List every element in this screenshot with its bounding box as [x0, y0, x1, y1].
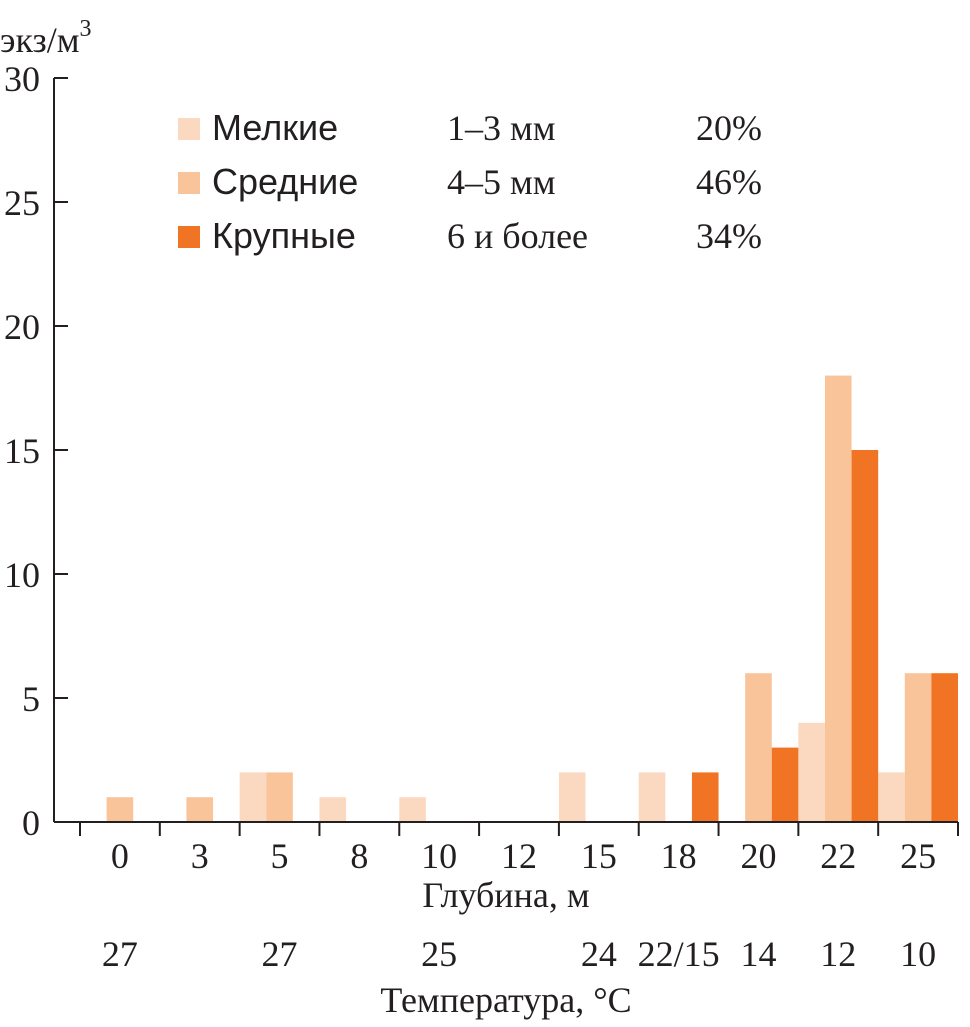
temperature-label: 10: [900, 934, 936, 974]
x-tick-label: 18: [661, 836, 697, 876]
x-axis-ticks: 0 3 5 8 10 12 15 18 20 22 25: [79, 822, 959, 876]
temperature-label: 27: [262, 934, 298, 974]
temperature-label: 22/15: [638, 934, 720, 974]
legend-swatch: [178, 226, 200, 248]
legend-share: 46%: [696, 162, 762, 202]
bar: [319, 797, 347, 822]
y-axis-label-superscript: 3: [79, 16, 91, 42]
legend-swatch: [178, 118, 200, 140]
temperature-row: 27 27 25 24 22/15 14 12 10: [102, 934, 936, 974]
bar: [904, 673, 932, 822]
y-tick-label: 20: [4, 307, 40, 347]
bar: [691, 772, 719, 822]
bar: [771, 747, 799, 822]
bar: [186, 797, 214, 822]
bar: [824, 375, 852, 822]
bar: [558, 772, 586, 822]
x-axis-label: Глубина, м: [422, 875, 589, 915]
legend-series-name: Средние: [212, 161, 358, 202]
y-axis-ticks: 0 5 10 15 20 25 30: [4, 59, 68, 843]
x-tick-label: 3: [191, 836, 209, 876]
x-tick-label: 12: [501, 836, 537, 876]
bar: [266, 772, 293, 822]
y-tick-label: 25: [4, 183, 40, 223]
x-tick-label: 5: [271, 836, 289, 876]
legend-share: 34%: [696, 216, 762, 256]
bar: [931, 673, 958, 822]
x-tick-label: 8: [350, 836, 368, 876]
x-tick-label: 20: [740, 836, 776, 876]
legend-series-name: Крупные: [212, 215, 356, 256]
bar: [851, 450, 879, 822]
legend-size-range: 6 и более: [447, 216, 588, 256]
bar: [638, 772, 666, 822]
bar: [106, 797, 134, 822]
bar: [399, 797, 426, 822]
temperature-label: 24: [581, 934, 617, 974]
x-tick-label: 0: [111, 836, 129, 876]
x-tick-label: 25: [900, 836, 936, 876]
y-tick-label: 5: [22, 679, 40, 719]
legend-share: 20%: [696, 108, 762, 148]
x-tick-label: 15: [581, 836, 617, 876]
temperature-label: 27: [102, 934, 138, 974]
bar: [745, 673, 772, 822]
x-tick-label: 10: [421, 836, 457, 876]
x-tick-label: 22: [820, 836, 856, 876]
y-axis-label: экз/м3: [0, 16, 91, 60]
legend-swatch: [178, 172, 200, 194]
temperature-axis-label: Температура, °C: [380, 980, 631, 1020]
legend-size-range: 1–3 мм: [447, 108, 556, 148]
y-tick-label: 30: [4, 59, 40, 99]
temperature-label: 12: [820, 934, 856, 974]
bars: [106, 375, 958, 822]
temperature-label: 25: [421, 934, 457, 974]
y-tick-label: 0: [22, 803, 40, 843]
bar: [878, 772, 905, 822]
y-tick-label: 10: [4, 555, 40, 595]
temperature-label: 14: [740, 934, 776, 974]
legend-series-name: Мелкие: [212, 107, 338, 148]
legend-size-range: 4–5 мм: [447, 162, 556, 202]
bar: [798, 722, 825, 822]
y-tick-label: 15: [4, 431, 40, 471]
legend: Мелкие 1–3 мм 20% Средние 4–5 мм 46% Крупные 6 …: [178, 107, 762, 256]
bar: [239, 772, 267, 822]
